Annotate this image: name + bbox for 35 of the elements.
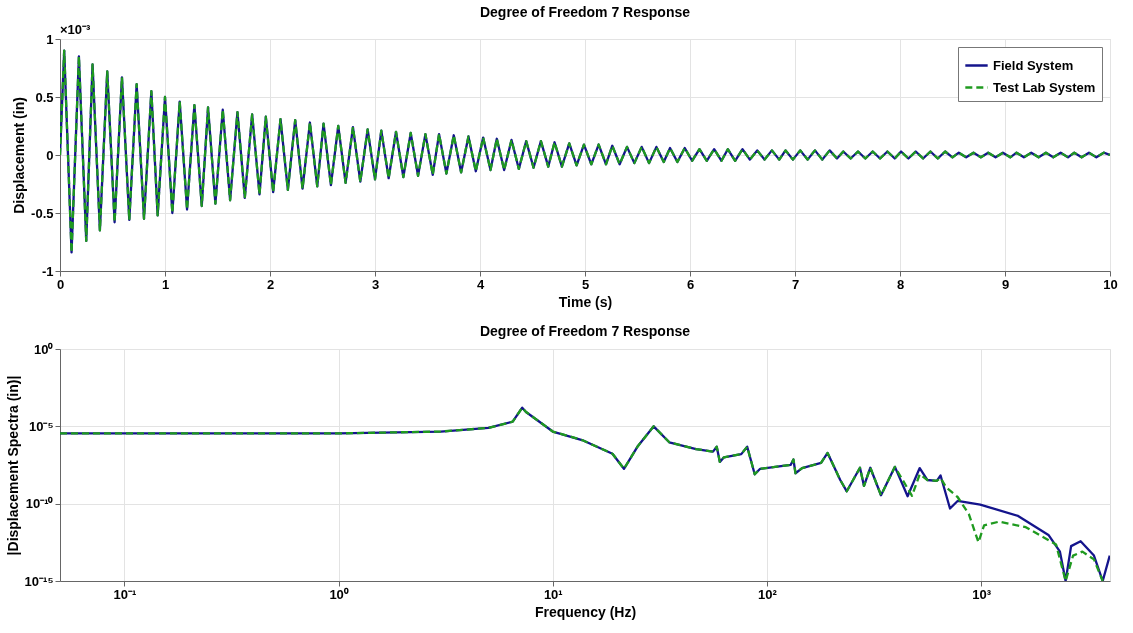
y-tick-label: 10⁻⁵ [28,418,54,434]
x-tick-label: 10¹ [543,586,563,602]
y-tick-label: 0.5 [35,89,54,105]
x-axis-title: Time (s) [558,293,613,310]
x-tick-label: 7 [791,276,800,292]
y-tick-label: 10⁰ [34,341,54,357]
y-tick-label: 0 [46,147,54,163]
x-tick-label: 8 [896,276,905,292]
x-tick-label: 6 [686,276,695,292]
x-tick-label: 1 [161,276,170,292]
x-tick-label: 0 [56,276,65,292]
x-axis-title: Frequency (Hz) [534,603,637,620]
x-tick-label: 10⁻¹ [113,586,137,602]
x-tick-label: 10⁰ [329,586,349,602]
x-tick-label: 5 [581,276,590,292]
legend-label: Field System [993,57,1074,73]
line-series [60,49,1110,254]
x-tick-label: 10³ [972,586,992,602]
y-tick-label: 10⁻¹⁰ [25,496,54,512]
text: ×10⁻³ [60,22,92,37]
chart-title: Degree of Freedom 7 Response [479,323,691,339]
x-tick-label: 9 [1001,276,1010,292]
x-tick-label: 3 [371,276,380,292]
x-tick-label: 10² [758,586,778,602]
y-tick-label: 1 [46,31,54,47]
y-tick-label: -0.5 [31,205,54,221]
legend-label: Test Lab System [993,79,1096,95]
y-tick-label: -1 [41,263,54,279]
y-tick-label: 10⁻¹⁵ [24,573,54,589]
x-tick-label: 4 [476,276,485,292]
x-tick-label: 2 [266,276,275,292]
x-tick-label: 10 [1103,276,1118,292]
y-axis-title: |Displacement Spectra (in)| [4,375,21,556]
y-axis-title: Displacement (in) [11,97,28,214]
chart-title: Degree of Freedom 7 Response [479,4,691,20]
